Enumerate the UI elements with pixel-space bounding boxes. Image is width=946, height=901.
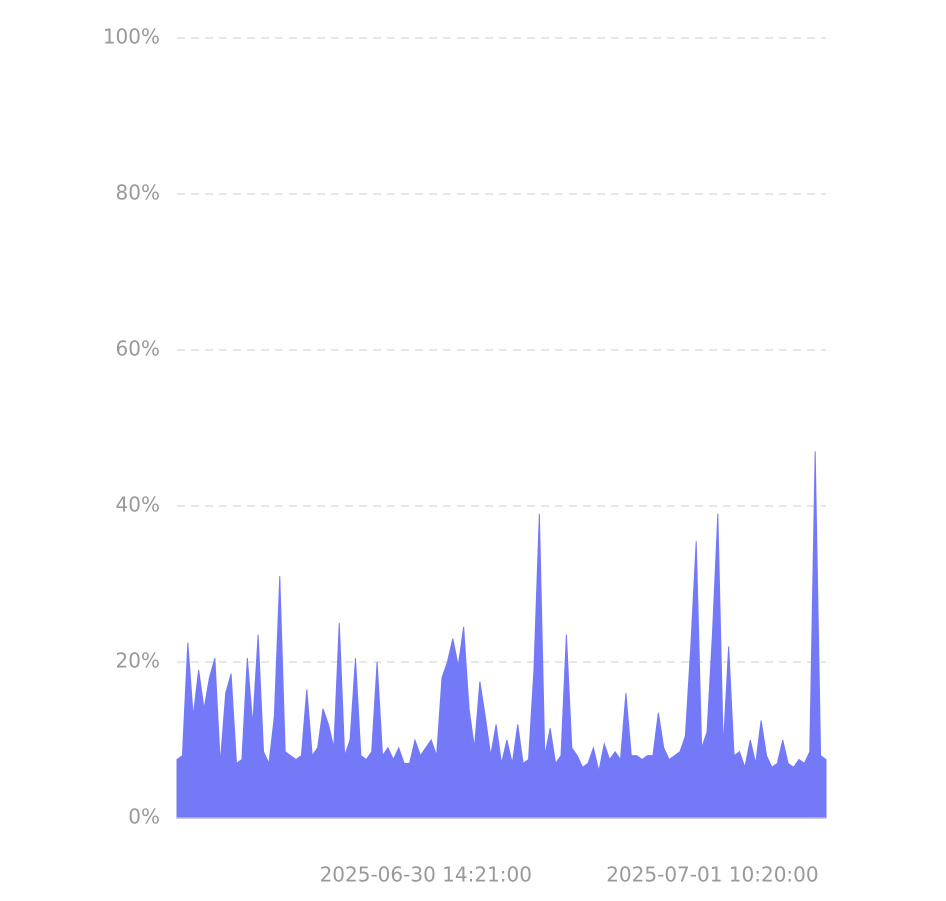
y-tick-label: 0% (128, 805, 160, 829)
y-tick-label: 80% (116, 181, 160, 205)
y-tick-label: 100% (103, 25, 160, 49)
y-tick-label: 60% (116, 337, 160, 361)
area (176, 451, 827, 819)
y-tick-label: 40% (116, 493, 160, 517)
y-tick-label: 20% (116, 649, 160, 673)
x-tick-label: 2025-06-30 14:21:00 (320, 863, 532, 887)
x-tick-label: 2025-07-01 10:20:00 (606, 863, 818, 887)
